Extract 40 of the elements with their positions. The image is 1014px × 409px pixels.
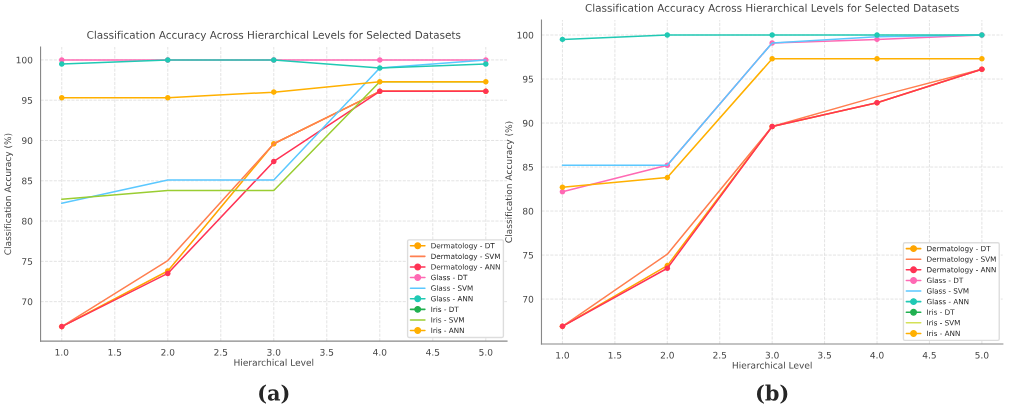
x-tick-label: 5.0 [975, 351, 989, 359]
y-axis-title: Classification Accuracy (%) [4, 133, 13, 255]
y-tick-label: 90 [522, 119, 534, 127]
y-tick-label: 95 [522, 75, 534, 83]
y-tick-label: 75 [523, 251, 534, 259]
x-tick-label: 3.0 [765, 351, 779, 359]
x-axis-title: Hierarchical Level [732, 361, 812, 369]
y-tick-label: 95 [22, 96, 33, 104]
x-tick-label: 5.0 [479, 348, 493, 356]
x-tick-label: 2.0 [660, 351, 674, 359]
x-axis-title: Hierarchical Level [234, 358, 314, 366]
y-tick-label: 100 [517, 31, 534, 39]
x-tick-label: 3.0 [267, 348, 281, 356]
y-tick-label: 80 [22, 217, 33, 225]
x-tick-label: 4.5 [922, 351, 936, 359]
x-tick-label: 4.0 [373, 348, 387, 356]
x-tick-label: 4.5 [426, 349, 440, 356]
x-tick-label: 2.0 [161, 348, 175, 356]
x-tick-label: 3.5 [818, 351, 831, 359]
y-tick-label: 75 [22, 258, 33, 265]
y-tick-label: 80 [522, 207, 534, 215]
chart-title: Classification Accuracy Across Hierarchical Levels for Selected Datasets [87, 30, 461, 41]
y-tick-label: 90 [22, 137, 33, 145]
y-tick-label: 70 [22, 298, 33, 306]
x-tick-label: 1.5 [608, 351, 622, 359]
x-tick-label: 1.5 [108, 349, 122, 356]
text: (a) [259, 384, 289, 404]
y-tick-label: 85 [22, 177, 33, 185]
x-tick-label: 1.0 [55, 348, 69, 356]
chart-title: Classification Accuracy Across Hierarchical Levels for Selected Datasets [585, 3, 959, 14]
y-tick-label: 70 [523, 295, 534, 303]
y-tick-label: 85 [522, 163, 534, 171]
y-tick-label: 100 [16, 56, 33, 64]
x-tick-label: 2.5 [713, 351, 727, 359]
x-tick-label: 4.0 [870, 351, 884, 359]
y-axis-title: Classification Accuracy (%) [505, 121, 514, 243]
x-tick-label: 1.0 [556, 351, 570, 359]
x-tick-label: 2.5 [214, 348, 228, 356]
text: (b) [756, 384, 788, 404]
x-tick-label: 3.5 [320, 348, 334, 356]
